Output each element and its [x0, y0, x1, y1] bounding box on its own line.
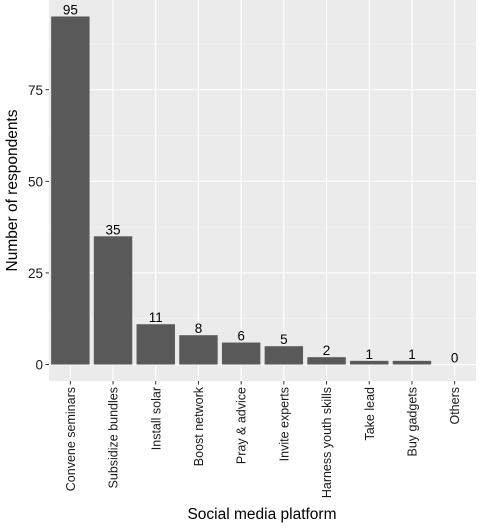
data-label: 35 — [106, 222, 121, 237]
y-tick-label: 50 — [28, 174, 43, 189]
bar — [264, 346, 304, 365]
data-label: 95 — [63, 2, 78, 17]
bar — [392, 360, 432, 365]
data-label: 6 — [237, 329, 245, 344]
x-axis-title: Social media platform — [187, 506, 336, 523]
x-tick-label: Others — [448, 387, 462, 425]
data-label: 2 — [323, 343, 331, 358]
y-tick-label: 75 — [28, 83, 43, 98]
bar — [350, 360, 389, 365]
data-label: 1 — [408, 347, 416, 362]
bar — [307, 357, 346, 365]
x-tick-label: Invite experts — [277, 387, 291, 461]
bar — [93, 236, 133, 365]
data-label: 0 — [451, 351, 459, 366]
bar — [221, 342, 261, 365]
y-tick-label: 25 — [28, 266, 43, 281]
data-label: 5 — [280, 332, 288, 347]
bar — [136, 324, 175, 365]
x-tick-label: Buy gadgets — [405, 387, 419, 457]
x-tick-label: Subsidize bundles — [107, 387, 121, 488]
data-label: 11 — [149, 310, 163, 325]
data-label: 8 — [195, 321, 203, 336]
x-axis: Convene seminars Subsidize bundles Install… — [64, 381, 462, 498]
y-axis: 0 25 50 75 — [28, 83, 49, 373]
x-tick-label: Boost network — [192, 386, 206, 466]
x-tick-label: Pray & advice — [235, 387, 249, 464]
bar — [51, 16, 90, 365]
y-axis-title: Number of respondents — [4, 109, 21, 271]
bars — [51, 16, 432, 365]
x-tick-label: Take lead — [363, 387, 377, 441]
x-tick-label: Convene seminars — [64, 387, 78, 491]
x-tick-label: Harness youth skills — [320, 387, 334, 498]
bar — [179, 335, 218, 365]
data-label: 1 — [365, 347, 373, 362]
y-tick-label: 0 — [35, 358, 43, 373]
x-tick-label: Install solar — [149, 387, 163, 450]
